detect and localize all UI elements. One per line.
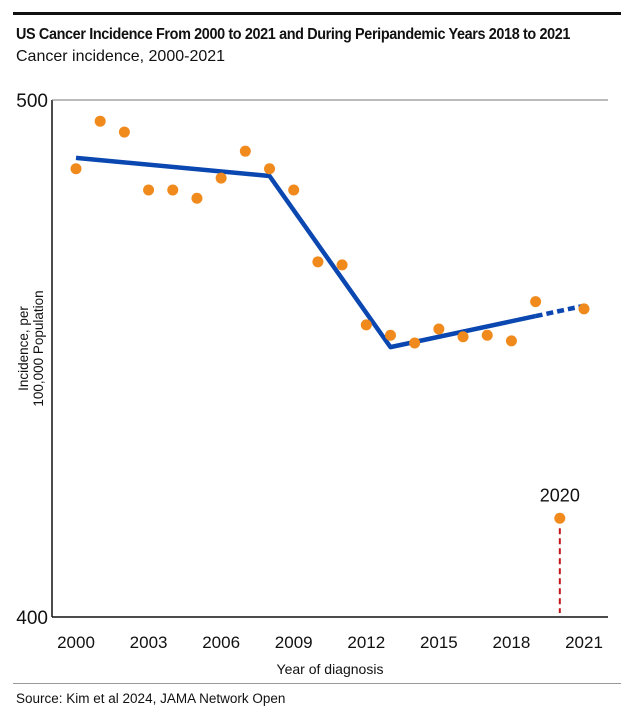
data-point [481,329,493,341]
y-axis-label: Incidence, per100,000 Population [16,290,46,406]
x-tick-label: 2015 [420,633,458,652]
data-point [94,115,106,127]
data-point [288,184,300,196]
data-point [264,163,276,175]
data-point [360,319,372,331]
data-point [215,172,227,184]
bottom-rule [13,683,621,684]
x-axis-label: Year of diagnosis [277,661,384,677]
x-tick-label: 2000 [57,633,95,652]
x-tick-label: 2012 [347,633,385,652]
data-point [554,512,566,524]
x-tick-label: 2018 [493,633,531,652]
source-note: Source: Kim et al 2024, JAMA Network Ope… [16,691,286,706]
x-tick-label: 2003 [130,633,168,652]
y-tick-label: 500 [16,91,48,112]
data-point [530,296,542,308]
data-point [167,184,179,196]
data-point [505,335,517,347]
data-point [384,329,396,341]
data-point [457,331,469,343]
data-point [312,256,324,268]
annotation-label: 2020 [540,485,580,505]
data-point [70,163,82,175]
plot-area: 400 500 2000 2003 2006 2009 2012 2015 2018 2021 Ye… [16,91,608,677]
data-point [578,303,590,315]
chart-subtitle: Cancer incidence, 2000-2021 [16,48,226,65]
data-point [336,259,348,271]
data-point [191,192,203,204]
data-point [409,337,421,349]
chart-title: US Cancer Incidence From 2000 to 2021 an… [16,26,571,43]
data-point [143,184,155,196]
trend-line-dashed [535,303,585,319]
data-point [239,145,251,157]
top-rule [13,12,621,15]
data-point [433,323,445,335]
x-tick-label: 2009 [275,633,313,652]
x-tick-label: 2006 [202,633,240,652]
x-tick-label: 2021 [565,633,603,652]
data-point [118,126,130,138]
y-tick-label: 400 [16,608,48,629]
